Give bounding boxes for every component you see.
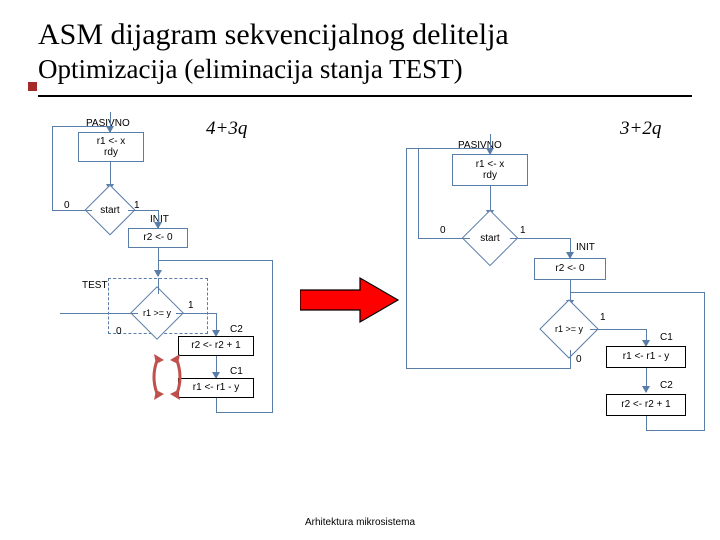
title-underline [38, 95, 692, 97]
state-label-pasivno-r: PASIVNO [458, 140, 502, 151]
curved-swap-icon [150, 352, 184, 402]
box-r2-l: r2 <- 0 [143, 232, 172, 244]
box-pasivno-r: r1 <- x rdy [452, 154, 528, 186]
box-c2-l: r2 <- r2 + 1 [178, 336, 254, 356]
cmp-1-r: 1 [600, 312, 606, 323]
box-pasivno-r1: r1 <- x [476, 159, 505, 171]
accent-square [28, 82, 37, 91]
box-pasivno-l1: r1 <- x [97, 136, 126, 148]
box-r2-r: r2 <- 0 [555, 263, 584, 275]
cmp-0-r: 0 [576, 354, 582, 365]
right-formula: 3+2q [620, 118, 661, 140]
box-c1-l: r1 <- r1 - y [178, 378, 254, 398]
edge-0-r: 0 [440, 225, 446, 236]
state-label-c2-l: C2 [230, 324, 243, 335]
state-label-init-r: INIT [576, 242, 595, 253]
state-label-c1-l: C1 [230, 366, 243, 377]
cmp-0-l: 0 [116, 326, 122, 337]
state-label-c1-r: C1 [660, 332, 673, 343]
box-pasivno-l: r1 <- x rdy [78, 132, 144, 162]
box-init-r: r2 <- 0 [534, 258, 606, 280]
box-c2-r-text: r2 <- r2 + 1 [621, 399, 670, 411]
right-formula-text: 3+2q [620, 118, 661, 139]
edge-1-r: 1 [520, 225, 526, 236]
title-main: ASM dijagram sekvencijalnog delitelja [38, 18, 692, 52]
big-red-arrow-icon [300, 275, 400, 325]
diamond-cmp-r-text: r1 >= y [549, 309, 589, 349]
box-c2-l-text: r2 <- r2 + 1 [191, 340, 240, 352]
cmp-1-l: 1 [188, 300, 194, 311]
diamond-start-l-text: start [93, 193, 127, 227]
box-c1-l-text: r1 <- r1 - y [193, 382, 239, 394]
box-pasivno-l2: rdy [104, 147, 118, 159]
box-c1-r-text: r1 <- r1 - y [623, 351, 669, 363]
box-init-l: r2 <- 0 [128, 228, 188, 248]
left-formula: 4+3q [206, 118, 247, 140]
state-label-test-l: TEST [82, 280, 108, 291]
box-c1-r: r1 <- r1 - y [606, 346, 686, 368]
state-label-c2-r: C2 [660, 380, 673, 391]
box-c2-r: r2 <- r2 + 1 [606, 394, 686, 416]
footer-text: Arhitektura mikrosistema [0, 517, 720, 528]
diamond-start-r-text: start [471, 219, 509, 257]
title-block: ASM dijagram sekvencijalnog delitelja Op… [0, 0, 720, 89]
diamond-cmp-l-text: r1 >= y [139, 295, 175, 331]
left-formula-text: 4+3q [206, 118, 247, 139]
box-pasivno-r2: rdy [483, 170, 497, 182]
title-sub: Optimizacija (eliminacija stanja TEST) [38, 54, 692, 85]
